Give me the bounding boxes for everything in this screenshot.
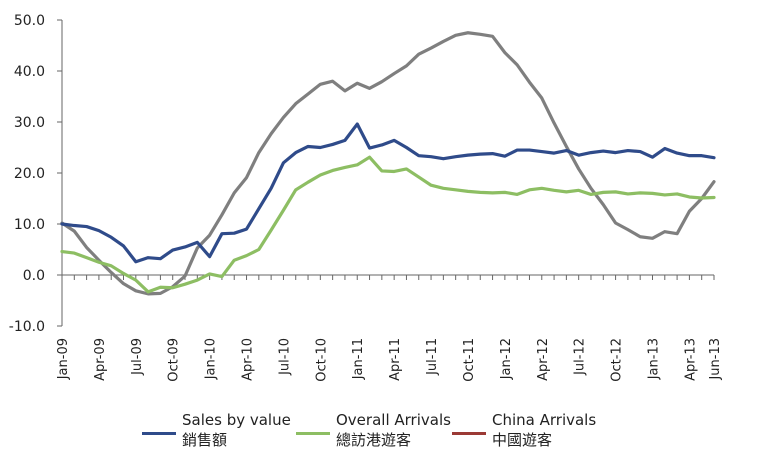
legend-label-china-arrivals-en: China Arrivals	[492, 411, 597, 429]
overall-arrivals-line	[60, 155, 716, 294]
y-tick-label: -10.0	[9, 319, 45, 335]
x-tick-label: Jan-12	[499, 338, 514, 380]
x-tick-label: Apr-10	[241, 338, 256, 381]
legend-label-sales-en: Sales by value	[182, 411, 291, 429]
x-tick-label: Apr-09	[93, 338, 108, 381]
x-tick-label: Jan-13	[646, 338, 661, 380]
x-axis-ticks: Jan-09 Apr-09 Jul-09 Oct-09 Jan-10 Apr-10 Jul-…	[56, 275, 723, 382]
legend-label-sales-zh: 銷售額	[182, 431, 228, 449]
legend-item-china-arrivals: China Arrivals 中國遊客	[452, 410, 596, 450]
legend-item-sales: Sales by value 銷售額	[142, 410, 291, 450]
x-tick-label: Jul-10	[277, 338, 292, 376]
x-tick-label: Jan-11	[351, 338, 366, 380]
china-arrivals-line	[60, 31, 716, 296]
x-tick-label: Jun-13	[708, 338, 723, 381]
sales-by-value-line	[60, 122, 716, 264]
legend-label-overall-arrivals-zh: 總訪港遊客	[336, 431, 412, 449]
x-tick-label: Jan-10	[204, 338, 219, 380]
x-tick-label: Apr-12	[536, 338, 551, 381]
x-tick-label: Oct-11	[462, 338, 477, 382]
x-tick-label: Jan-09	[56, 338, 71, 380]
y-tick-label: 50.0	[14, 13, 45, 29]
legend-swatch-overall-arrivals	[296, 432, 330, 435]
x-tick-label: Apr-11	[388, 338, 403, 381]
x-tick-label: Oct-09	[167, 338, 182, 382]
legend-label-china-arrivals-zh: 中國遊客	[492, 431, 553, 449]
legend-swatch-sales	[142, 432, 176, 435]
x-tick-label: Oct-10	[314, 338, 329, 382]
y-tick-label: 40.0	[14, 64, 45, 80]
y-tick-label: 0.0	[23, 268, 45, 284]
line-chart-plot: 50.0 40.0 30.0 20.0 10.0 0.0 -10.0 Jan-09 Apr-0…	[9, 13, 723, 382]
legend-label-overall-arrivals-en: Overall Arrivals	[336, 411, 451, 429]
axes	[61, 20, 714, 326]
x-tick-label: Jul-09	[130, 338, 145, 376]
x-tick-label: Oct-12	[610, 338, 625, 382]
y-tick-label: 10.0	[14, 217, 45, 233]
series-lines	[60, 31, 716, 296]
legend-swatch-china-arrivals	[452, 432, 486, 435]
x-tick-label: Jul-11	[425, 338, 440, 376]
y-axis-ticks: 50.0 40.0 30.0 20.0 10.0 0.0 -10.0	[9, 13, 62, 335]
legend: Sales by value 銷售額 Overall Arrivals 總訪港遊…	[0, 405, 771, 465]
y-tick-label: 20.0	[14, 166, 45, 182]
x-tick-label: Apr-13	[683, 338, 698, 381]
x-tick-label: Jul-12	[573, 338, 588, 376]
y-tick-label: 30.0	[14, 115, 45, 131]
legend-item-overall-arrivals: Overall Arrivals 總訪港遊客	[296, 410, 451, 450]
